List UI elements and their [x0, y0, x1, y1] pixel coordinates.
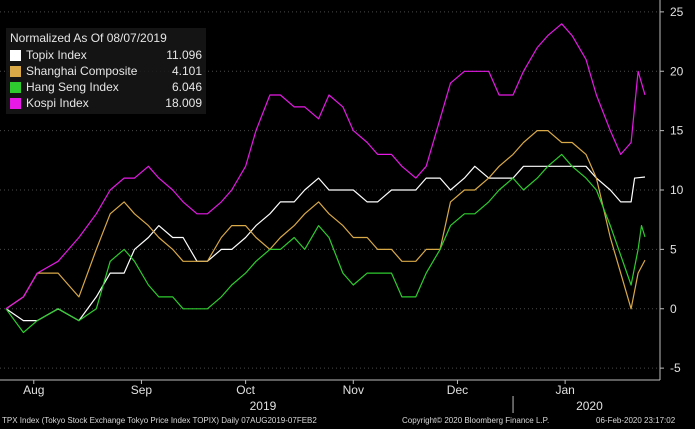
line-chart: -5 0 5 10 15 20 25 Aug Sep Oct Nov Dec Jan 2019 2020 [0, 0, 684, 413]
y-tick-labels: -5 0 5 10 15 20 25 [670, 5, 684, 375]
legend-value: 4.101 [171, 64, 202, 78]
legend-label: Topix Index [26, 48, 87, 62]
series-hang-seng-index [5, 153, 646, 334]
legend-header: Normalized As Of 08/07/2019 [10, 31, 167, 45]
hangseng-swatch [10, 81, 21, 93]
y-tick-label: 20 [670, 64, 684, 78]
series-topix-index [5, 165, 646, 322]
x-tick-label: Oct [236, 383, 255, 397]
year-label: 2020 [576, 399, 603, 413]
x-tick-labels: Aug Sep Oct Nov Dec Jan 2019 2020 [23, 380, 603, 413]
year-label: 2019 [250, 399, 277, 413]
legend-value: 6.046 [171, 80, 202, 94]
legend-value: 11.096 [166, 48, 202, 62]
shanghai-swatch [10, 65, 21, 77]
x-tick-label: Aug [23, 383, 44, 397]
y-tick-label: 0 [670, 302, 677, 316]
x-tick-label: Jan [555, 383, 574, 397]
legend: Normalized As Of 08/07/2019 Topix Index … [6, 28, 206, 114]
axes [0, 0, 661, 381]
y-tick-label: 5 [670, 242, 677, 256]
y-tick-label: 15 [670, 124, 684, 138]
y-tick-label: 10 [670, 183, 684, 197]
y-tick-label: -5 [670, 361, 681, 375]
legend-label: Shanghai Composite [26, 64, 138, 78]
x-tick-label: Sep [131, 383, 153, 397]
legend-label: Hang Seng Index [26, 80, 119, 94]
footer-timestamp: 06-Feb-2020 23:17:02 [596, 416, 676, 425]
series-lines [5, 23, 646, 334]
topix-swatch [10, 49, 21, 61]
legend-value: 18.009 [165, 96, 202, 110]
series-shanghai-composite [5, 130, 646, 310]
footer-bar: TPX Index (Tokyo Stock Exchange Tokyo Pr… [0, 415, 695, 429]
footer-description: TPX Index (Tokyo Stock Exchange Tokyo Pr… [2, 416, 317, 425]
footer-copyright: Copyright© 2020 Bloomberg Finance L.P. [402, 416, 550, 425]
x-tick-label: Dec [447, 383, 468, 397]
legend-label: Kospi Index [26, 96, 89, 110]
kospi-swatch [10, 97, 21, 109]
legend-item-kospi: Kospi Index 18.009 [10, 95, 202, 111]
y-tick-label: 25 [670, 5, 684, 19]
legend-item-topix: Topix Index 11.096 [10, 47, 202, 63]
legend-item-shanghai: Shanghai Composite 4.101 [10, 63, 202, 79]
series-kospi-index [5, 23, 646, 310]
legend-item-hangseng: Hang Seng Index 6.046 [10, 79, 202, 95]
grid-lines [0, 11, 664, 369]
x-tick-label: Nov [343, 383, 364, 397]
